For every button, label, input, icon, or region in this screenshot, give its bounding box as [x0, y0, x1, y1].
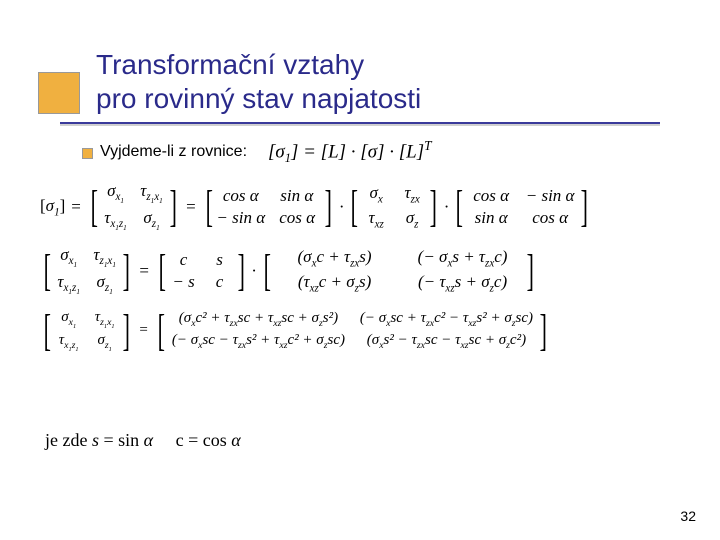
title-bullet-icon — [38, 72, 80, 114]
title-line-1: Transformační vztahy — [96, 48, 421, 82]
footer-definitions: je zde s = sin α c = cos α — [45, 430, 241, 451]
equation-row-1: [σ1] = [ σx1τz1x1 τx1z1σz1 ] = [ cos αsi… — [40, 180, 700, 234]
intro-text: Vyjdeme-li z rovnice: — [100, 143, 247, 161]
math-region: [σ1] = [ σx1τz1x1 τx1z1σz1 ] = [ cos αsi… — [40, 180, 700, 364]
slide-title: Transformační vztahy pro rovinný stav na… — [96, 48, 421, 115]
intro-equation: [σ1] = [L] · [σ] · [L]T — [268, 138, 432, 166]
title-underline — [60, 122, 660, 124]
footer-prefix: je zde — [45, 430, 92, 450]
equation-row-2: [ σx1τz1x1 τx1z1σz1 ] = [ cs − sc ] · [ … — [40, 244, 700, 298]
slide-container: Transformační vztahy pro rovinný stav na… — [0, 0, 720, 540]
title-underline-shadow — [60, 124, 660, 126]
sub-bullet-icon — [82, 148, 93, 159]
title-line-2: pro rovinný stav napjatosti — [96, 82, 421, 116]
page-number: 32 — [680, 508, 696, 524]
equation-row-3: [ σx1τz1x1 τx1z1σz1 ] = [ (σxc² + τzxsc … — [40, 308, 700, 354]
